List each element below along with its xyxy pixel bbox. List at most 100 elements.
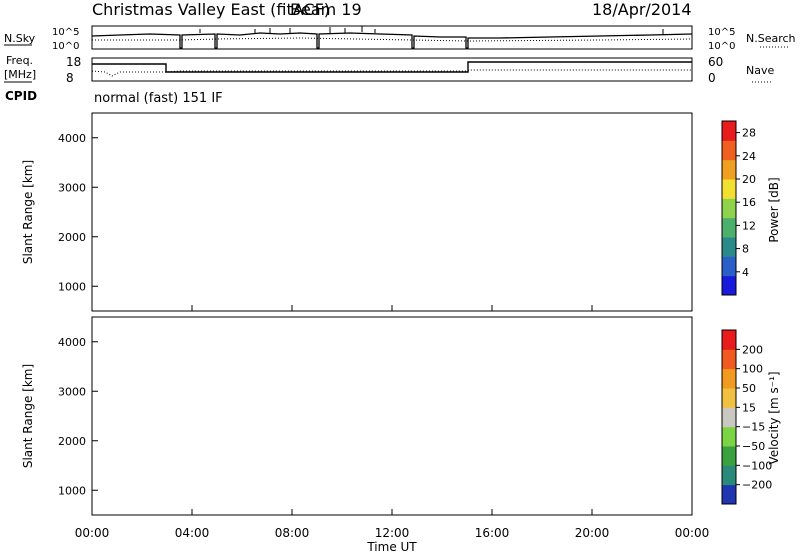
noise-panel: N.Sky 10^5 10^0 10^5 10^0 N.Search bbox=[4, 25, 796, 52]
velocity-colorbar-tick-label: −100 bbox=[742, 459, 772, 472]
velocity-range-tick-label: 3000 bbox=[58, 385, 86, 398]
power-range-tick-label: 2000 bbox=[58, 231, 86, 244]
velocity-colorbar-swatch bbox=[722, 484, 736, 505]
nsearch-label: N.Search bbox=[746, 32, 796, 45]
power-colorbar-ticks: 4 8 12 16 20 24 28 bbox=[736, 127, 756, 279]
time-tick-label: 16:00 bbox=[475, 526, 510, 540]
cpid-label: CPID bbox=[5, 89, 37, 103]
velocity-colorbar-tick-label: −15 bbox=[742, 421, 765, 434]
velocity-range-tick-label: 1000 bbox=[58, 484, 86, 497]
velocity-ylabel: Slant Range [km] bbox=[21, 364, 35, 468]
velocity-range-tick-label: 4000 bbox=[58, 336, 86, 349]
velocity-green-streak bbox=[374, 322, 466, 432]
time-tick-label: 00:00 bbox=[675, 526, 710, 540]
power-upper-echo bbox=[92, 136, 416, 210]
velocity-panel: 1000 2000 3000 4000 Slant Range [km] bbox=[21, 316, 693, 516]
freq-label-line1: Freq. bbox=[6, 54, 33, 67]
power-colorbar-label: Power [dB] bbox=[767, 177, 781, 242]
velocity-colorbar-tick-label: 15 bbox=[742, 401, 756, 414]
power-east-echo bbox=[472, 218, 692, 266]
nave-tick-bottom: 0 bbox=[708, 71, 716, 85]
freq-trace bbox=[92, 61, 692, 73]
noise-tick-right-top: 10^5 bbox=[708, 27, 735, 38]
freq-panel: Freq. [MHz] 18 8 60 0 Nave CPID normal (… bbox=[4, 54, 774, 106]
power-colorbar-tick-label: 4 bbox=[742, 266, 749, 279]
power-range-tick-label: 1000 bbox=[58, 280, 86, 293]
power-data-gaps bbox=[180, 113, 471, 311]
power-scatter bbox=[92, 136, 692, 276]
time-tick-label: 20:00 bbox=[575, 526, 610, 540]
freq-label-line2: [MHz] bbox=[4, 68, 36, 81]
power-colorbar-swatch bbox=[722, 237, 736, 257]
velocity-colorbar-tick-label: 50 bbox=[742, 382, 756, 395]
velocity-east-echo bbox=[472, 425, 692, 472]
velocity-scatter bbox=[92, 322, 692, 482]
time-axis-label: Time UT bbox=[366, 540, 417, 554]
velocity-data-gaps bbox=[180, 317, 471, 515]
velocity-colorbar-tick-label: −200 bbox=[742, 479, 772, 492]
noise-tick-left-bottom: 10^0 bbox=[52, 41, 79, 52]
velocity-colorbar-swatch bbox=[722, 407, 736, 428]
noise-tick-left-top: 10^5 bbox=[52, 27, 79, 38]
velocity-colorbar-swatch bbox=[722, 465, 736, 486]
velocity-green-patch bbox=[245, 460, 322, 482]
power-colorbar-tick-label: 12 bbox=[742, 219, 756, 232]
power-east-upper bbox=[472, 165, 692, 198]
velocity-east-upper bbox=[472, 370, 692, 404]
power-colorbar-swatch bbox=[722, 179, 736, 199]
time-axis: 00:00 04:00 08:00 12:00 16:00 20:00 00:00 bbox=[75, 305, 710, 540]
velocity-colorbar-swatch bbox=[722, 426, 736, 447]
velocity-colorbar: 200 100 50 15 −15 −50 −100 −200 Velocity [m s⁻¹… bbox=[721, 329, 781, 505]
power-colorbar-swatch bbox=[722, 159, 736, 180]
power-colorbar-tick-label: 28 bbox=[742, 127, 756, 140]
velocity-colorbar-swatch bbox=[722, 368, 736, 389]
noise-spikes bbox=[199, 26, 664, 35]
power-colorbar-swatch bbox=[722, 256, 736, 277]
power-colorbar-swatch bbox=[722, 217, 736, 238]
power-colorbar-tick-label: 24 bbox=[742, 150, 756, 163]
beam-label: Beam 19 bbox=[290, 0, 362, 19]
power-colorbar-swatch bbox=[722, 275, 736, 296]
velocity-colorbar-swatch bbox=[722, 330, 736, 350]
velocity-colorbar-swatch bbox=[722, 349, 736, 370]
power-colorbar-swatch bbox=[722, 140, 736, 161]
power-blue-tail bbox=[410, 210, 468, 238]
nsky-trace bbox=[91, 32, 693, 49]
time-tick-label: 00:00 bbox=[75, 526, 110, 540]
power-colorbar-tick-label: 16 bbox=[742, 196, 756, 209]
power-colorbar: 4 8 12 16 20 24 28 Power [dB] bbox=[721, 120, 781, 296]
velocity-colorbar-swatch bbox=[722, 388, 736, 408]
time-tick-label: 08:00 bbox=[275, 526, 310, 540]
velocity-colorbar-swatch bbox=[722, 446, 736, 466]
power-colorbar-tick-label: 20 bbox=[742, 173, 756, 186]
velocity-upper-echo bbox=[92, 340, 400, 412]
noise-tick-right-bottom: 10^0 bbox=[708, 41, 735, 52]
power-colorbar-swatch bbox=[722, 198, 736, 219]
velocity-colorbar-tick-label: −50 bbox=[742, 440, 765, 453]
velocity-main-echo bbox=[92, 396, 412, 478]
plot-title: Christmas Valley East (fitACF) bbox=[92, 0, 330, 19]
nsky-label: N.Sky bbox=[4, 32, 36, 45]
nave-tick-top: 60 bbox=[708, 55, 723, 69]
power-colorbar-swatches bbox=[722, 121, 736, 296]
power-colorbar-swatch bbox=[722, 121, 736, 141]
time-tick-label: 12:00 bbox=[375, 526, 410, 540]
power-ylabel: Slant Range [km] bbox=[21, 160, 35, 264]
velocity-range-tick-label: 2000 bbox=[58, 435, 86, 448]
power-colorbar-tick-label: 8 bbox=[742, 243, 749, 256]
velocity-range-ticks: 1000 2000 3000 4000 bbox=[58, 336, 98, 497]
power-range-ticks: 1000 2000 3000 4000 bbox=[58, 132, 98, 293]
time-tick-label: 04:00 bbox=[175, 526, 210, 540]
velocity-colorbar-ticks: 200 100 50 15 −15 −50 −100 −200 bbox=[736, 343, 772, 492]
power-main-echo bbox=[92, 195, 468, 270]
freq-tick-bottom: 8 bbox=[66, 71, 74, 85]
power-range-tick-label: 3000 bbox=[58, 181, 86, 194]
nave-label: Nave bbox=[746, 64, 774, 77]
velocity-colorbar-tick-label: 200 bbox=[742, 343, 763, 356]
date-label: 18/Apr/2014 bbox=[592, 0, 692, 19]
nsearch-trace bbox=[92, 37, 693, 42]
power-patch bbox=[245, 258, 320, 276]
power-range-tick-label: 4000 bbox=[58, 132, 86, 145]
